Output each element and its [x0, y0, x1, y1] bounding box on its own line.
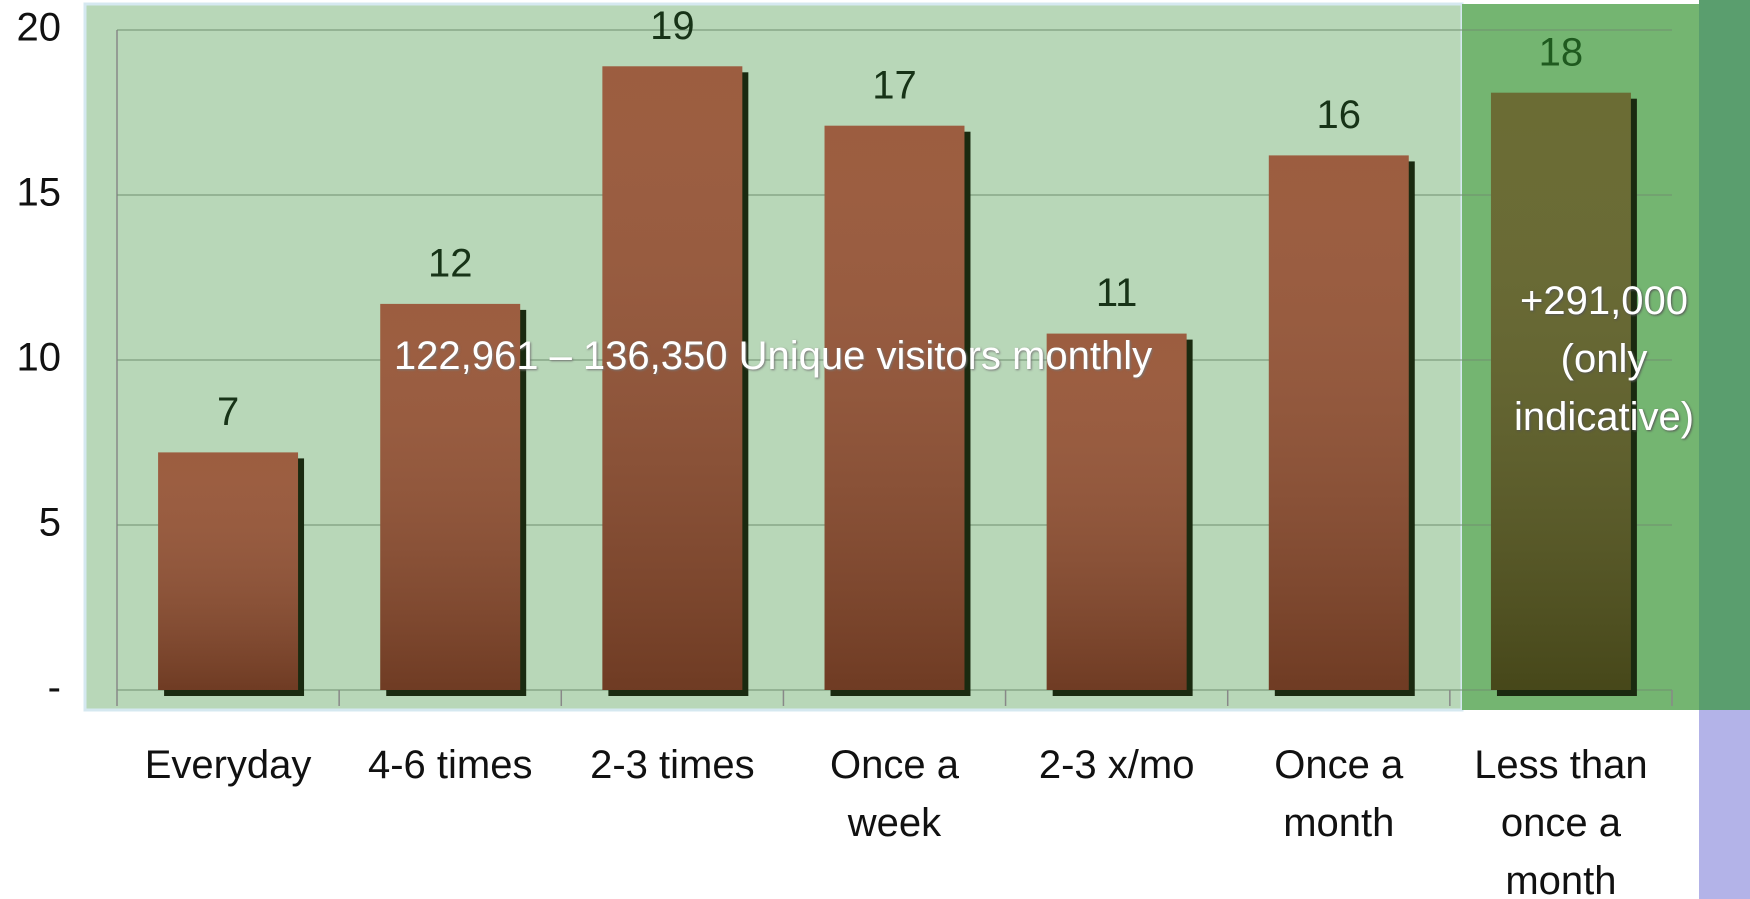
side-strip-lower [1699, 710, 1750, 899]
plot-background [83, 2, 1464, 712]
x-tick-label: Less than once a month [1474, 743, 1648, 899]
y-tick-label: 5 [39, 501, 61, 545]
side-strip [1699, 0, 1750, 710]
value-label: 17 [872, 63, 917, 107]
x-tick-label: Once a week [830, 743, 959, 845]
y-tick-label: - [48, 666, 61, 710]
bar-shade [824, 125, 965, 690]
x-tick-label: Once a month [1274, 743, 1404, 845]
value-label: 12 [428, 241, 473, 285]
x-tick-label: 4-6 times [367, 743, 533, 787]
y-tick-label: 15 [17, 171, 62, 215]
bar-shade [1490, 92, 1631, 690]
x-tick-label: 2-3 x/mo [1038, 743, 1195, 787]
value-label: 19 [650, 4, 695, 48]
bar-shade [380, 303, 521, 690]
bar-shade [1046, 333, 1187, 690]
value-label: 18 [1539, 30, 1584, 74]
x-tick-label: 2-3 times [590, 743, 755, 787]
bar-shade [602, 66, 743, 691]
value-label: 11 [1096, 271, 1138, 315]
bar-shade [1268, 155, 1409, 690]
x-tick-label: Everyday [144, 743, 312, 787]
annotation: +291,000 (only indicative) [1513, 279, 1695, 439]
bar-shade [158, 452, 299, 690]
value-label: 16 [1317, 93, 1362, 137]
y-tick-label: 20 [17, 6, 62, 50]
value-label: 7 [217, 390, 239, 434]
y-tick-label: 10 [17, 336, 62, 380]
annotation: 122,961 – 136,350 Unique visitors monthl… [393, 334, 1153, 378]
